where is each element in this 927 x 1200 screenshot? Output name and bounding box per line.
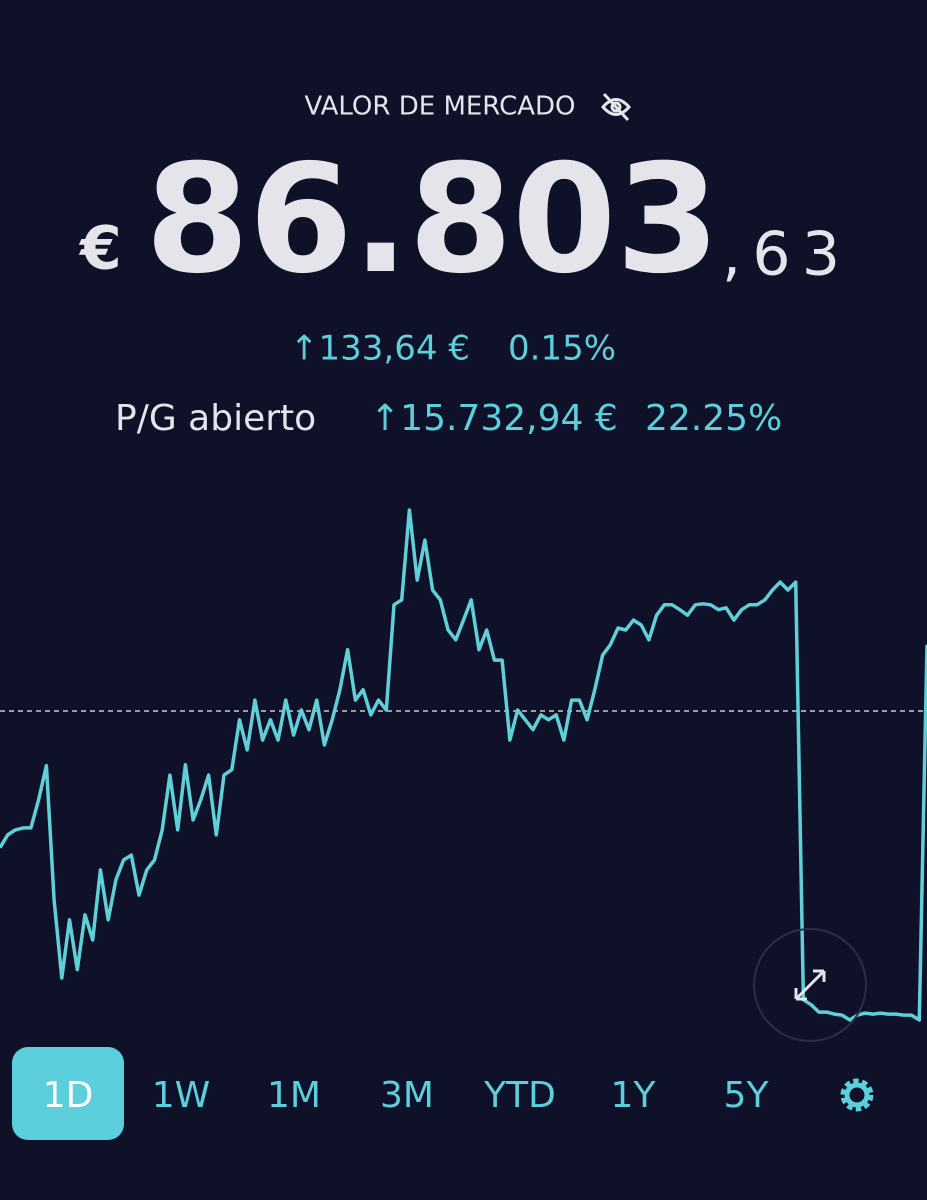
chart xyxy=(0,508,927,1022)
currency: € xyxy=(78,214,122,284)
title: VALOR DE MERCADO xyxy=(304,92,575,122)
range-selector: 1D 1W 1M 3M YTD 1Y 5Y xyxy=(12,1047,769,1140)
open-pl-percent: 22.25% xyxy=(645,398,782,439)
value-decimals: ,63 xyxy=(722,220,840,290)
range-button[interactable]: 1M xyxy=(267,1075,321,1116)
settings-button[interactable] xyxy=(840,1078,874,1112)
range-button[interactable]: 1Y xyxy=(611,1075,657,1116)
open-pl-label: P/G abierto xyxy=(115,398,316,439)
range-button[interactable]: YTD xyxy=(483,1075,556,1116)
expand-button[interactable] xyxy=(753,928,867,1042)
day-change-amount: ↑133,64 € xyxy=(290,329,470,369)
value-main: 86.803 xyxy=(145,133,720,307)
range-button[interactable]: 1D xyxy=(43,1075,94,1116)
range-button[interactable]: 5Y xyxy=(724,1075,770,1116)
range-button[interactable]: 1W xyxy=(152,1075,211,1116)
day-change-percent: 0.15% xyxy=(508,329,616,369)
hide-values-icon[interactable] xyxy=(601,92,631,122)
open-pl-amount: ↑15.732,94 € xyxy=(370,398,618,439)
range-button[interactable]: 3M xyxy=(380,1075,434,1116)
price-line xyxy=(0,508,927,1022)
range-selected-bg xyxy=(12,1047,124,1140)
